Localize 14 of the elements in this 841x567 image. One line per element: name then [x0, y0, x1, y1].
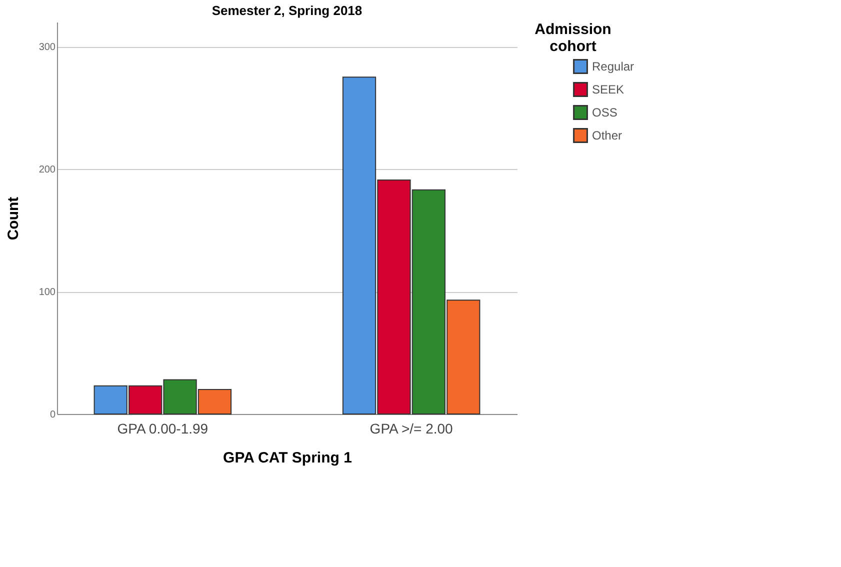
legend-label: Regular: [592, 60, 634, 74]
x-tick-label: GPA >/= 2.00: [370, 420, 454, 436]
y-axis-title: Count: [4, 196, 22, 240]
x-axis-title: GPA CAT Spring 1: [223, 450, 352, 466]
y-tick-label: 200: [38, 164, 56, 176]
legend-label: SEEK: [592, 82, 624, 96]
y-tick-label: 0: [50, 410, 56, 420]
legend-label: Other: [592, 128, 622, 142]
legend-title: Admission cohort: [534, 21, 612, 55]
y-tick-label: 100: [38, 287, 56, 298]
chart-title: Semester 2, Spring 2018: [212, 3, 362, 18]
x-tick-label: GPA 0.00-1.99: [117, 420, 208, 436]
y-tick-label: 300: [38, 42, 56, 53]
legend-label: OSS: [592, 106, 618, 120]
